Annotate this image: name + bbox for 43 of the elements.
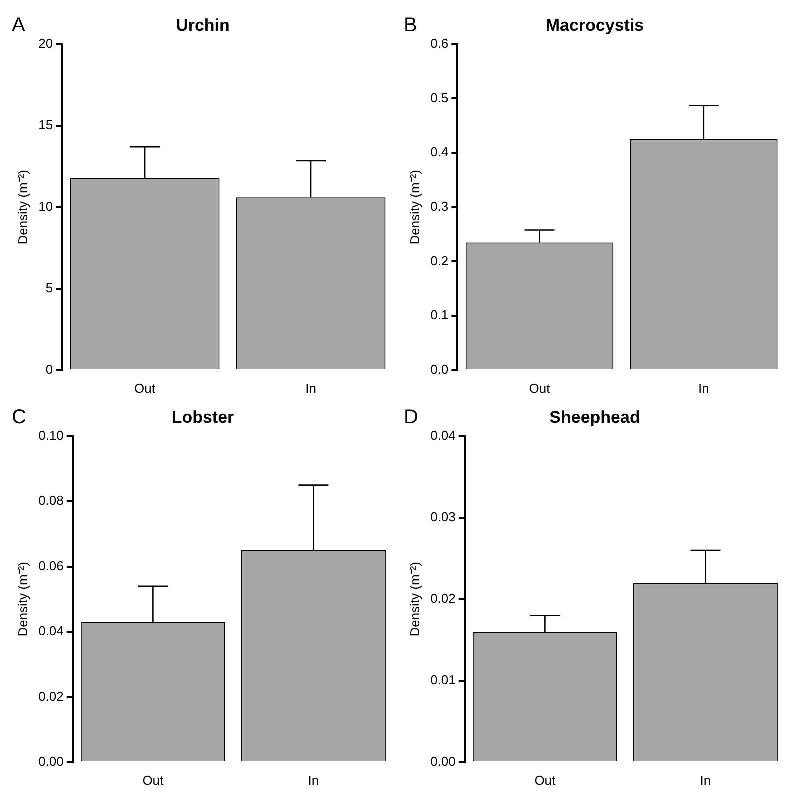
y-tick-label: 0.04 [430, 428, 456, 443]
y-axis-title: Density (m⁻²) [407, 562, 422, 637]
chart-title: Urchin [176, 16, 230, 35]
y-tick-label: 0.6 [430, 36, 449, 51]
x-tick-label: Out [529, 380, 551, 396]
y-tick-label: 0.00 [430, 754, 456, 769]
y-axis-title: Density (m⁻²) [15, 170, 30, 245]
y-tick-label: 0.04 [38, 624, 64, 639]
y-tick-label: 5 [46, 280, 54, 296]
x-tick-label: In [306, 380, 316, 396]
y-tick-label: 0.00 [38, 754, 64, 769]
text: D [404, 406, 418, 429]
y-tick-label: 0.02 [430, 590, 456, 606]
y-tick-label: 0.3 [430, 198, 449, 214]
y-tick-label: 0.08 [38, 493, 64, 508]
y-tick-label: 0.2 [430, 253, 449, 268]
y-tick-label: 10 [38, 198, 54, 214]
y-tick-label: 20 [38, 36, 54, 51]
x-tick-label: In [698, 380, 710, 396]
chart-title: Lobster [172, 408, 235, 427]
text: A [12, 14, 26, 37]
y-tick-label: 0.02 [38, 688, 64, 704]
y-tick-label: 0.4 [430, 144, 449, 160]
y-tick-label: 0.0 [430, 362, 449, 377]
chart-title: Sheephead [550, 408, 640, 427]
y-tick-label: 15 [38, 117, 54, 132]
text: B [404, 14, 418, 37]
y-tick-label: 0.10 [38, 428, 64, 443]
x-tick-label: Out [142, 772, 164, 788]
x-tick-label: Out [134, 380, 156, 396]
x-tick-label: In [308, 772, 320, 788]
y-tick-label: 0.06 [38, 558, 64, 574]
y-axis-title: Density (m⁻²) [15, 562, 30, 637]
x-tick-label: Out [534, 772, 556, 788]
y-tick-label: 0.03 [430, 509, 456, 524]
y-tick-label: 0.1 [430, 308, 449, 323]
y-tick-label: 0 [46, 362, 54, 377]
x-tick-label: In [700, 772, 712, 788]
y-tick-label: 0.01 [430, 672, 456, 688]
chart-title: Macrocystis [546, 16, 644, 35]
text: C [12, 406, 26, 429]
y-axis-title: Density (m⁻²) [407, 170, 422, 245]
y-tick-label: 0.5 [430, 90, 449, 106]
